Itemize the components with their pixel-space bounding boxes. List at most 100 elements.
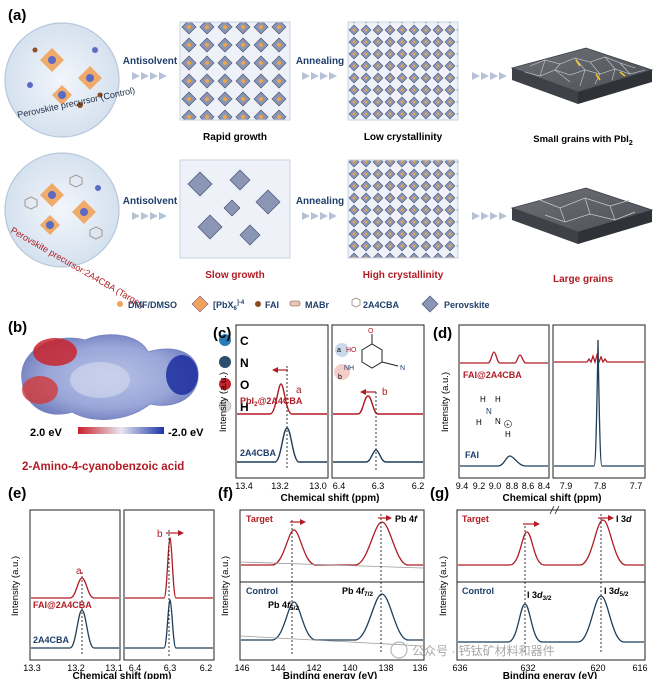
shift-arrow-f-1-head	[300, 519, 306, 525]
ylabel-e: Intensity (a.u.)	[10, 556, 21, 616]
crystal-box-rapid	[179, 21, 291, 121]
crystal-box-low	[347, 21, 459, 121]
tick-c-l1: 13.2	[271, 481, 289, 491]
trace-c-top-right	[333, 395, 423, 415]
ylabel-d: Intensity (a.u.)	[440, 372, 451, 432]
trace-d-bottom-right	[554, 339, 644, 467]
xlabel-c: Chemical shift (ppm)	[281, 493, 380, 504]
label-g-i32: I 3d3/2	[527, 590, 552, 602]
svg-text:H: H	[505, 430, 511, 439]
tick-d-l5: 8.4	[538, 481, 551, 491]
crystal-box-high	[347, 159, 459, 259]
shift-arrow-c-b-head	[360, 389, 366, 395]
trace-d-top-left	[460, 351, 548, 364]
esp-scale-right: -2.0 eV	[168, 427, 204, 439]
watermark-text: 公众号 · 钙钛矿材料和器件	[412, 643, 555, 658]
tick-c-l2: 13.0	[309, 481, 327, 491]
legend-fai: FAI	[265, 300, 279, 310]
stage-slow-growth: Slow growth	[205, 270, 264, 281]
tick-f-5: 136	[412, 663, 427, 673]
tick-d-l1: 9.2	[473, 481, 486, 491]
ylabel-c: Intensity (a.u.)	[218, 372, 229, 432]
atom-h-icon	[218, 399, 232, 413]
xlabel-f: Binding energy (eV)	[283, 671, 377, 679]
arrow-3	[472, 72, 507, 80]
frame-c-right	[331, 324, 425, 479]
frame-e-right	[123, 509, 215, 661]
stage-large-grains: Large grains	[553, 274, 613, 285]
legend-perovskite-icon	[421, 295, 439, 313]
trace-c-top-label: PbI2@2A4CBA	[240, 396, 303, 408]
trace-c-bottom-label: 2A4CBA	[240, 448, 277, 458]
frame-d-left	[458, 324, 550, 479]
trace-e-bottom-label: 2A4CBA	[33, 635, 70, 645]
peak-label-e-b: b	[157, 529, 163, 540]
atom-o-icon	[219, 378, 231, 390]
tick-e-l1: 13.2	[67, 663, 85, 673]
tick-f-0: 146	[234, 663, 249, 673]
panel-g: (g) Intensity (a.u.) 636 632 620 616 Bin…	[430, 485, 648, 679]
atom-o: O	[240, 378, 249, 392]
atom-c: C	[240, 334, 249, 348]
tick-d-l4: 8.6	[522, 481, 535, 491]
panel-f-label: (f)	[218, 485, 233, 502]
peak-label-c-b: b	[382, 387, 388, 398]
peak-label-c-a: a	[296, 385, 302, 396]
panel-d-label: (d)	[433, 325, 452, 342]
trace-e-top-left	[31, 577, 119, 599]
arrow-5	[302, 212, 337, 220]
svg-text:H: H	[495, 395, 501, 404]
precursor-molecules-control	[27, 47, 103, 108]
ylabel-f: Intensity (a.u.)	[220, 556, 231, 616]
label-g-i52: I 3d5/2	[604, 586, 629, 598]
trace-e-bottom-right	[125, 599, 213, 649]
legend-dmf-icon	[117, 301, 123, 307]
trace-c-bottom-right	[333, 449, 423, 463]
legend-2a4cba: 2A4CBA	[363, 300, 400, 310]
tick-e-r0: 6.4	[129, 663, 142, 673]
shift-arrow-e-b-head	[178, 530, 184, 536]
tick-d-l3: 8.8	[506, 481, 519, 491]
label-g-i3d: I 3d	[616, 514, 632, 524]
struct-a: a	[337, 347, 341, 354]
arrow-2	[302, 72, 337, 80]
panel-b: (b) C N O H 2.0 eV -2.0 eV 2-Amino-4-cya…	[8, 319, 249, 473]
tick-e-l0: 13.3	[23, 663, 41, 673]
arrow-4	[132, 212, 167, 220]
structure-inset-c: O a HO NH b N	[334, 328, 405, 381]
trace-f-control	[241, 593, 423, 641]
svg-text:+: +	[506, 423, 510, 429]
stage-rapid-growth: Rapid growth	[203, 132, 267, 143]
panel-c-label: (c)	[213, 325, 231, 342]
svg-text:N: N	[486, 407, 492, 416]
svg-text:N: N	[495, 417, 501, 426]
label-f-pb4f: Pb 4f	[395, 514, 418, 524]
tick-e-l2: 13.1	[105, 663, 123, 673]
tick-d-r2: 7.7	[630, 481, 643, 491]
tick-c-r1: 6.3	[372, 481, 385, 491]
precursor-circle-control	[4, 22, 120, 138]
legend-pbx6-icon	[191, 295, 209, 313]
panel-f: (f) Intensity (a.u.) 146 144 142 140 138…	[218, 485, 428, 679]
panel-g-label: (g)	[430, 485, 449, 502]
tick-c-r0: 6.4	[333, 481, 346, 491]
trace-d-bottom-label: FAI	[465, 450, 479, 460]
atom-n-icon	[219, 356, 231, 368]
frame-c-left	[235, 324, 329, 479]
molecule-name: 2-Amino-4-cyanobenzoic acid	[22, 461, 184, 473]
struct-o: O	[368, 328, 374, 335]
ylabel-g: Intensity (a.u.)	[438, 556, 449, 616]
film-slab-large-grains	[510, 187, 654, 244]
esp-colorbar	[78, 427, 164, 434]
frame-g	[456, 509, 646, 661]
arrow-label-antisolvent-1: Antisolvent	[123, 56, 178, 67]
label-g-target: Target	[462, 514, 489, 524]
struct-oh: HO	[346, 347, 357, 354]
film-slab-small-grains	[510, 47, 654, 104]
baseline-f-control	[240, 635, 424, 647]
tick-e-r1: 6.3	[164, 663, 177, 673]
trace-g-target	[458, 519, 644, 566]
baseline-f-target	[240, 561, 424, 569]
struct-b: b	[338, 374, 342, 381]
